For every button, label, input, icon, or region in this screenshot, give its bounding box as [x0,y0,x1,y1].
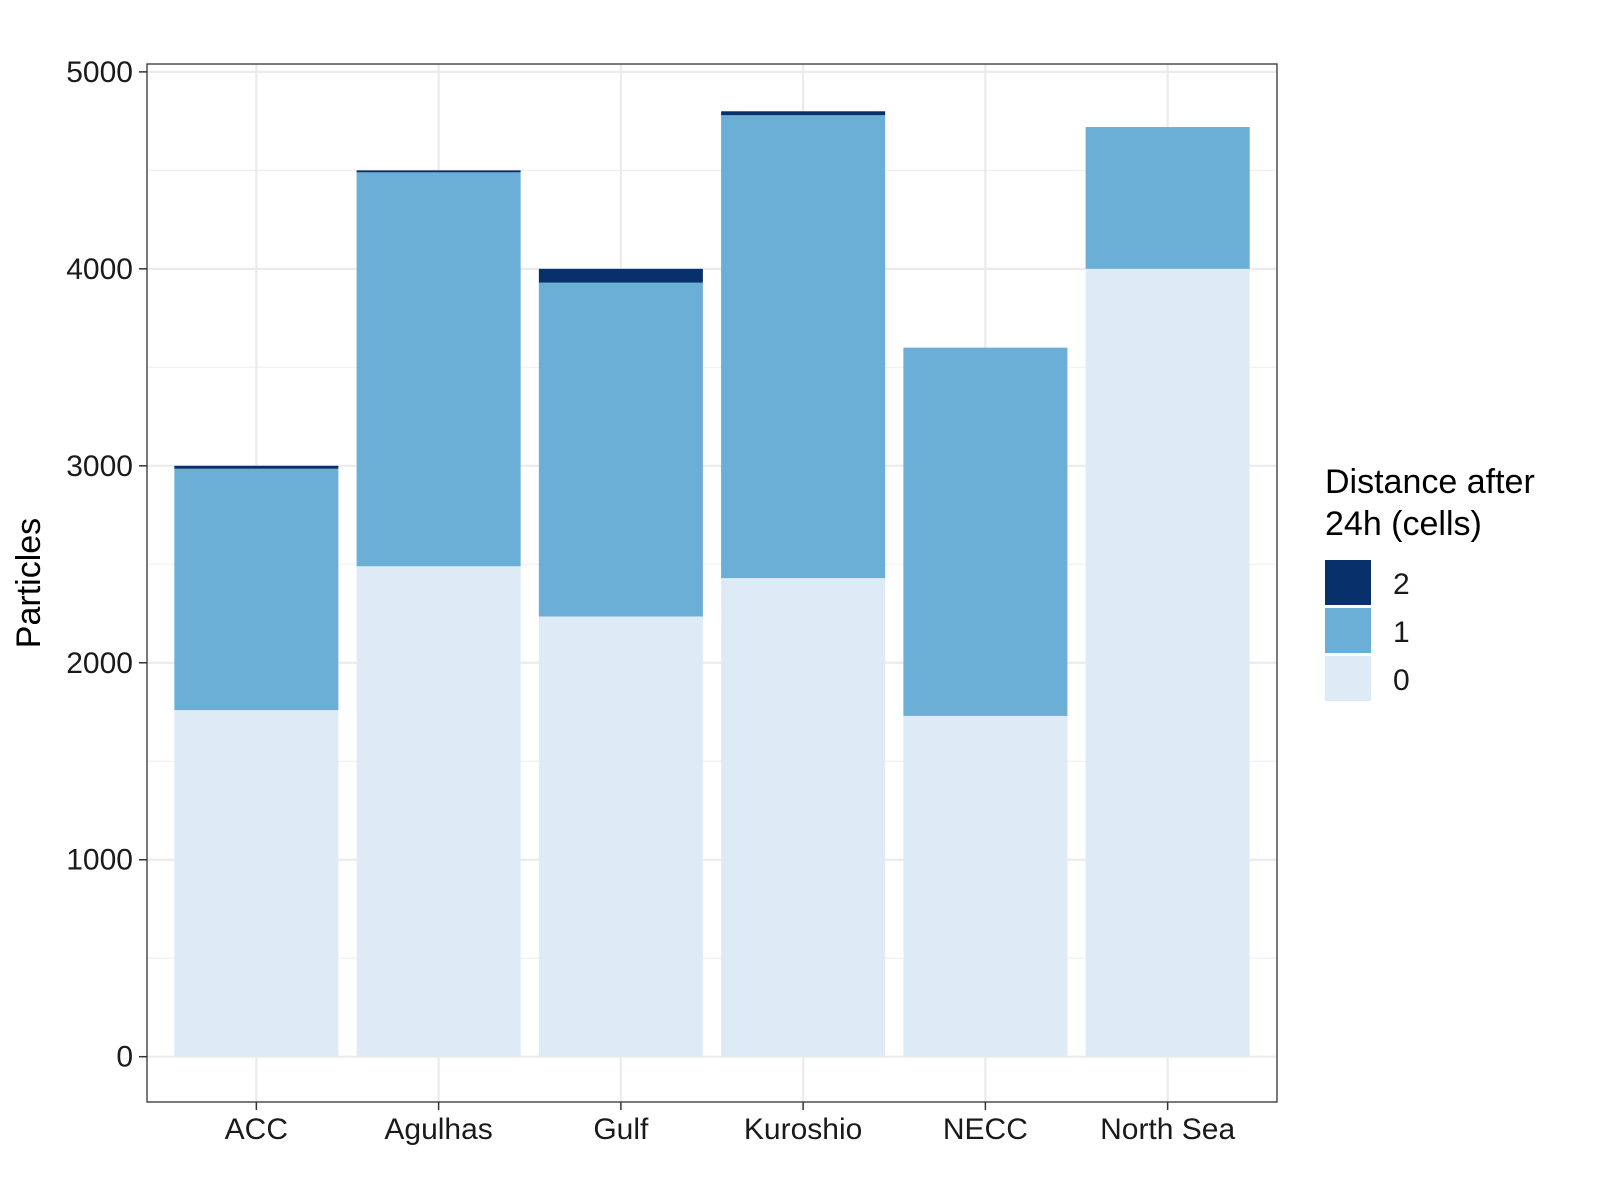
bar-segment [356,172,521,567]
bar-segment [174,710,339,1057]
bar-segment [1085,127,1250,269]
plot-panel-border [146,63,1278,1103]
x-axis: ACC Agulhas Gulf Kuroshio NECC North Sea [225,1102,1235,1146]
x-tick-label: Gulf [593,1113,649,1146]
x-tick-label: Kuroshio [744,1113,862,1146]
bar-segment [356,566,521,1057]
bar-segment [1085,268,1250,1057]
legend-key [1325,656,1371,701]
legend-key [1325,560,1371,605]
x-tick-label: North Sea [1100,1113,1235,1146]
y-tick-label: 2000 [66,647,133,680]
bar-segment [903,715,1068,1057]
y-axis: 0 1000 2000 3000 4000 5000 [66,56,147,1074]
bar-segment [356,170,521,173]
y-tick-label: 4000 [66,253,133,286]
bar-segment [903,347,1068,716]
legend-title: Distance after [1325,463,1535,501]
legend: Distance after 24h (cells) 2 1 0 [1325,463,1535,701]
x-tick-label: Agulhas [384,1113,492,1146]
y-tick-label: 5000 [66,56,133,89]
legend-title: 24h (cells) [1325,505,1482,543]
legend-key [1325,608,1371,653]
bar-segment [721,578,886,1057]
bar-segment [538,616,703,1057]
bar-segment [174,468,339,711]
bar-segment [538,268,703,283]
bar-segment [538,282,703,617]
y-tick-label: 1000 [66,844,133,877]
x-tick-label: NECC [943,1113,1028,1146]
x-tick-label: ACC [225,1113,288,1146]
y-tick-label: 0 [116,1041,133,1074]
bar-segment [721,111,886,116]
y-tick-label: 3000 [66,450,133,483]
legend-label: 2 [1393,568,1410,601]
bar-segment [174,465,339,469]
y-axis-title: Particles [10,518,48,648]
legend-label: 0 [1393,664,1410,697]
bar-segment [721,115,886,579]
bars [174,111,1250,1057]
legend-label: 1 [1393,616,1410,649]
